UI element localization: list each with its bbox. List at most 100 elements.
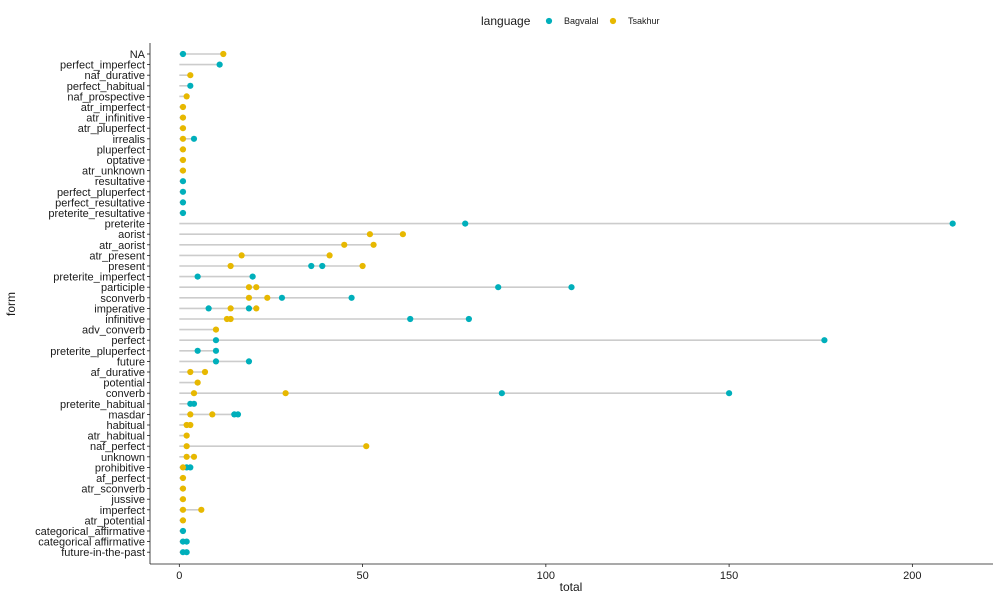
y-tick-label-potential: potential [103, 378, 145, 390]
y-tick-label-prohibitive: prohibitive [95, 462, 145, 474]
point-tsakhur-atr-habitual [183, 432, 190, 439]
y-tick-label-adv-converb: adv_converb [82, 325, 145, 337]
y-tick-label-perfect-resultative: perfect_resultative [55, 197, 145, 209]
point-bagvalal-perfect-resultative [179, 199, 187, 206]
y-tick-label-jussive: jussive [110, 494, 145, 506]
point-tsakhur-imperative [253, 305, 260, 312]
point-bagvalal-preterite-imperfect [249, 273, 256, 280]
point-bagvalal-resultative [179, 178, 187, 185]
point-bagvalal-preterite [949, 220, 956, 227]
point-tsakhur-infinitive [227, 315, 234, 323]
y-tick-label-participle: participle [101, 282, 145, 294]
point-bagvalal-preterite [462, 220, 469, 227]
point-bagvalal-categorical-affirmative [179, 527, 187, 535]
point-tsakhur-naf-durative [187, 72, 194, 79]
legend: language Bagvalal Tsakhur [481, 14, 660, 28]
point-bagvalal-future [212, 358, 220, 365]
y-tick-label-perfect-pluperfect: perfect_pluperfect [57, 187, 145, 199]
point-tsakhur-atr-present [238, 252, 245, 259]
y-tick-label-converb: converb [106, 388, 145, 400]
y-tick-label-perfect: perfect [111, 335, 145, 347]
point-tsakhur-atr-imperfect [179, 103, 187, 111]
y-tick-label-naf-perfect: naf_perfect [90, 441, 145, 453]
point-bagvalal-irrealis [190, 135, 198, 142]
point-bagvalal-na [179, 50, 187, 58]
point-bagvalal-imperative [245, 305, 253, 312]
y-tick-label-aorist: aorist [118, 229, 145, 241]
point-tsakhur-af-durative [187, 368, 194, 376]
point-bagvalal-perfect [821, 337, 828, 344]
point-tsakhur-masdar [209, 411, 216, 418]
y-tick-label-imperative: imperative [94, 303, 145, 315]
point-bagvalal-converb [726, 390, 733, 397]
y-tick-label-preterite-habitual: preterite_habitual [60, 399, 145, 411]
point-tsakhur-atr-potential [179, 517, 187, 524]
point-tsakhur-sconverb [264, 294, 271, 301]
point-tsakhur-pluperfect [179, 146, 187, 153]
y-tick-label-pluperfect: pluperfect [97, 144, 145, 156]
legend-title: language [481, 14, 531, 28]
point-bagvalal-infinitive [465, 315, 472, 323]
x-tick-label-0: 0 [176, 570, 182, 582]
point-tsakhur-af-durative [201, 368, 209, 376]
y-tick-label-atr-sconverb: atr_sconverb [81, 484, 145, 496]
point-bagvalal-perfect [212, 337, 220, 344]
point-tsakhur-na [220, 50, 227, 58]
point-bagvalal-future-in-the-past [183, 549, 190, 556]
legend-key-bagvalal [545, 17, 553, 25]
y-tick-label-future: future [117, 356, 145, 368]
point-tsakhur-naf-prospective [183, 93, 190, 100]
y-tick-label-categorical-affirmative: categorical_affirmative [35, 526, 145, 538]
point-bagvalal-prohibitive [187, 464, 194, 471]
point-tsakhur-prohibitive [179, 464, 187, 471]
point-tsakhur-atr-aorist [341, 241, 348, 248]
x-tick-label-150: 150 [720, 570, 738, 582]
point-tsakhur-atr-present [326, 252, 333, 259]
y-tick-label-atr-habitual: atr_habitual [88, 431, 146, 443]
point-tsakhur-habitual [187, 421, 194, 429]
y-tick-label-future-in-the-past: future-in-the-past [61, 547, 145, 559]
point-bagvalal-perfect-pluperfect [179, 188, 187, 195]
point-bagvalal-participle [568, 284, 575, 291]
point-bagvalal-participle [495, 284, 502, 291]
y-tick-label-af-perfect: af_perfect [96, 473, 145, 485]
y-tick-label-naf-prospective: naf_prospective [67, 91, 145, 103]
point-bagvalal-categorical-affirmative [183, 538, 190, 545]
point-tsakhur-aorist [366, 231, 374, 238]
point-tsakhur-unknown [183, 453, 190, 460]
x-tick-label-200: 200 [903, 570, 921, 582]
point-bagvalal-present [319, 262, 326, 270]
point-tsakhur-af-perfect [179, 474, 187, 482]
y-tick-label-sconverb: sconverb [100, 293, 145, 305]
y-tick-label-infinitive: infinitive [105, 314, 145, 326]
y-tick-label-resultative: resultative [95, 176, 145, 188]
x-axis-title: total [560, 580, 583, 594]
point-bagvalal-preterite-habitual [190, 400, 198, 407]
y-axis-title: form [4, 292, 18, 316]
point-tsakhur-unknown [190, 453, 198, 460]
y-tick-label-present: present [108, 261, 145, 273]
y-tick-label-perfect-imperfect: perfect_imperfect [60, 60, 145, 72]
point-tsakhur-imperfect [198, 506, 205, 513]
y-tick-label-atr-potential: atr_potential [84, 515, 145, 527]
y-tick-label-atr-aorist: atr_aorist [99, 240, 145, 252]
point-bagvalal-sconverb [348, 294, 355, 301]
y-tick-label-preterite: preterite [105, 219, 145, 231]
point-bagvalal-preterite-imperfect [194, 273, 201, 280]
point-tsakhur-atr-sconverb [179, 485, 187, 492]
y-tick-labels: NAperfect_imperfectnaf_durativeperfect_h… [35, 49, 150, 559]
point-tsakhur-converb [190, 390, 198, 397]
y-tick-label-preterite-pluperfect: preterite_pluperfect [50, 346, 145, 358]
y-tick-label-optative: optative [106, 155, 145, 167]
point-bagvalal-sconverb [278, 294, 286, 301]
point-bagvalal-masdar [234, 411, 242, 418]
point-tsakhur-naf-perfect [363, 443, 370, 450]
point-bagvalal-infinitive [407, 315, 414, 323]
point-tsakhur-masdar [187, 411, 194, 418]
y-tick-label-irrealis: irrealis [113, 134, 146, 146]
y-tick-label-unknown: unknown [101, 452, 145, 464]
y-tick-label-imperfect: imperfect [100, 505, 145, 517]
point-tsakhur-present [359, 262, 366, 270]
y-tick-label-atr-unknown: atr_unknown [82, 166, 145, 178]
point-bagvalal-imperative [205, 305, 212, 312]
